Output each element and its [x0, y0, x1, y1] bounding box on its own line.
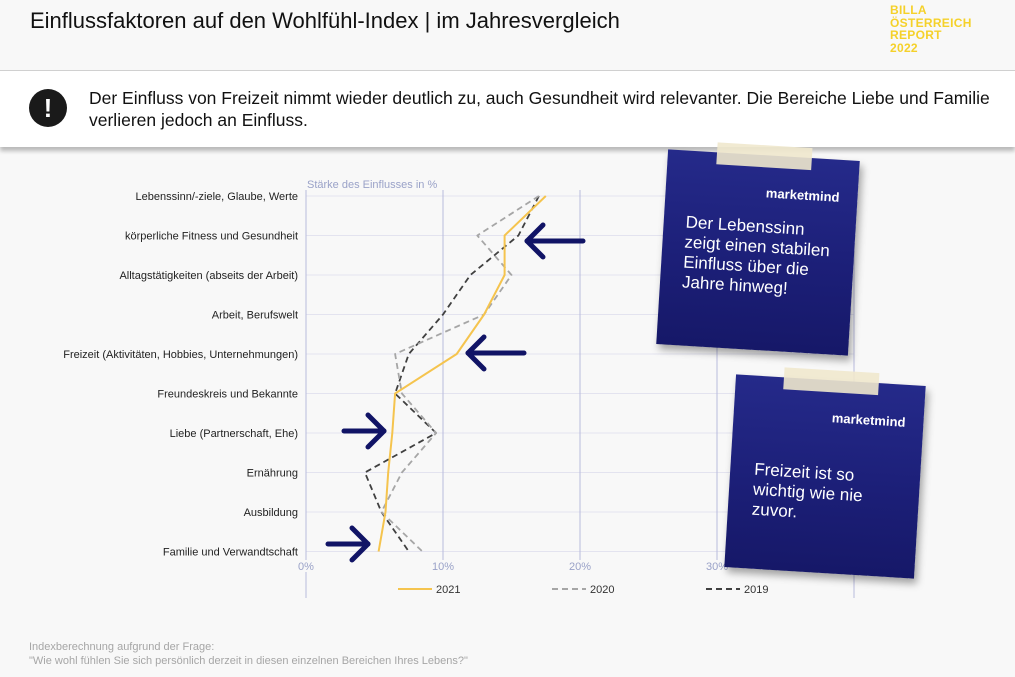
- key-insight-callout: ! Der Einfluss von Freizeit nimmt wieder…: [0, 70, 1015, 147]
- axis-title: Stärke des Einflusses in %: [307, 179, 437, 191]
- category-label: Ernährung: [247, 468, 298, 480]
- series-line-2021: [377, 195, 547, 552]
- logo-line: ÖSTERREICH: [890, 15, 972, 30]
- sticky-note-freizeit: marketmind Freizeit ist so wichtig wie n…: [724, 367, 926, 579]
- note-text: Der Lebenssinn zeigt einen stabilen Einf…: [681, 212, 831, 298]
- billa-report-logo: BILLA ÖSTERREICH REPORT 2022: [890, 4, 990, 62]
- influence-line-chart: Stärke des Einflusses in % Lebenssinn/-zi…: [63, 179, 855, 598]
- category-label: Freizeit (Aktivitäten, Hobbies, Unterneh…: [63, 349, 298, 361]
- page-title: Einflussfaktoren auf den Wohlfühl-Index …: [30, 8, 620, 33]
- logo-line: 2022: [890, 40, 918, 55]
- logo-line: REPORT: [890, 28, 942, 42]
- category-label: körperliche Fitness und Gesundheit: [125, 231, 298, 243]
- series-line-2020: [380, 195, 540, 553]
- category-label: Ausbildung: [244, 507, 298, 519]
- footnote: Indexberechnung aufgrund der Frage: "Wie…: [29, 640, 468, 668]
- note-brand: marketmind: [831, 410, 906, 430]
- pointer-arrow-icon: [325, 525, 371, 563]
- x-tick-label: 30%: [706, 561, 728, 573]
- callout-text: Der Einfluss von Freizeit nimmt wieder d…: [89, 88, 990, 130]
- note-text: Freizeit ist so wichtig wie nie zuvor.: [751, 459, 864, 522]
- x-tick-label: 0%: [298, 561, 314, 573]
- category-label: Alltagstätigkeiten (abseits der Arbeit): [119, 270, 298, 282]
- pointer-arrow-icon: [465, 334, 527, 372]
- pointer-arrow-icon: [524, 222, 586, 260]
- footnote-line: Indexberechnung aufgrund der Frage:: [29, 641, 215, 653]
- tape: [716, 142, 813, 171]
- category-label: Arbeit, Berufswelt: [212, 310, 298, 322]
- sticky-note-lebenssinn: marketmind Der Lebenssinn zeigt einen st…: [656, 142, 860, 356]
- x-tick-label: 20%: [569, 561, 591, 573]
- x-tick-label: 10%: [432, 561, 454, 573]
- note-brand: marketmind: [765, 185, 840, 205]
- category-label: Freundeskreis und Bekannte: [157, 389, 298, 401]
- category-label: Lebenssinn/-ziele, Glaube, Werte: [136, 191, 298, 203]
- pointer-arrow-icon: [341, 412, 387, 450]
- exclamation-icon: !: [29, 89, 67, 127]
- category-label: Liebe (Partnerschaft, Ehe): [170, 428, 298, 440]
- tape: [783, 367, 880, 396]
- legend-label: 2019: [744, 584, 768, 596]
- legend-label: 2020: [590, 584, 614, 596]
- series-line-2019: [363, 195, 540, 553]
- logo-line: BILLA: [890, 3, 927, 17]
- category-label: Familie und Verwandtschaft: [163, 547, 298, 559]
- legend-label: 2021: [436, 584, 460, 596]
- footnote-line: "Wie wohl fühlen Sie sich persönlich der…: [29, 655, 468, 667]
